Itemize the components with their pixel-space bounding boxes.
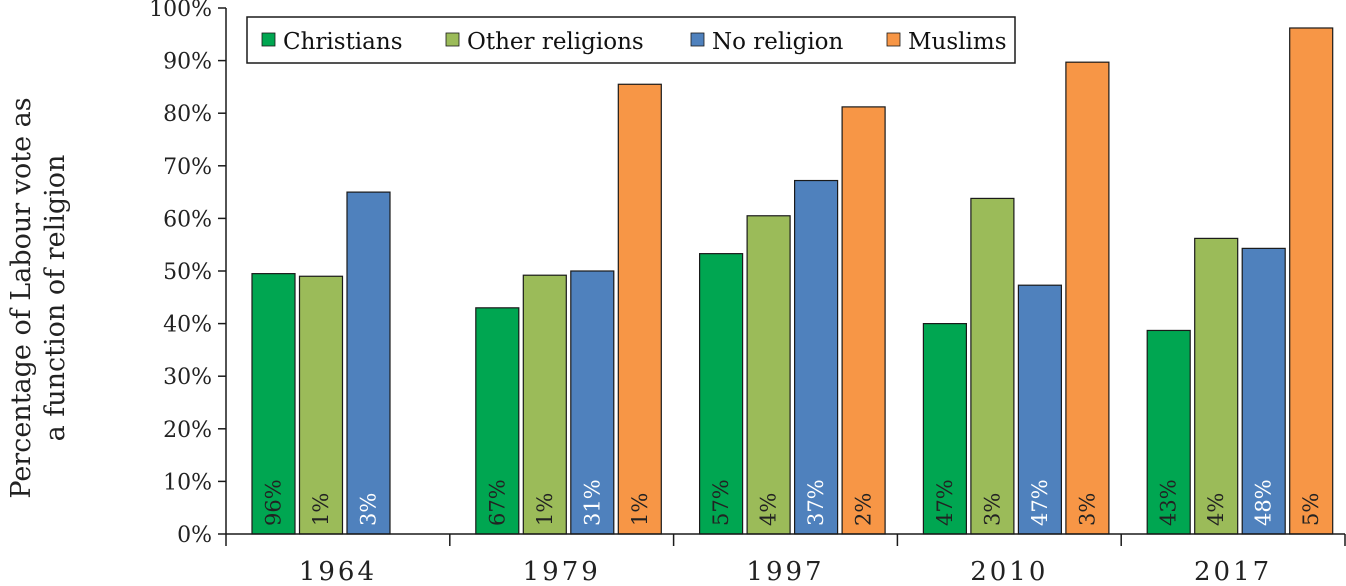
x-tick-label: 2017 xyxy=(1194,557,1272,586)
bar-muslims-2017 xyxy=(1289,27,1334,535)
bar-share-label: 3% xyxy=(1075,493,1099,526)
bar-share-label: 4% xyxy=(1204,493,1228,526)
bar-christians-2010 xyxy=(922,323,968,535)
bar-share-label: 37% xyxy=(804,479,828,526)
y-tick-label: 30% xyxy=(163,365,212,390)
bar-no-religion-1979 xyxy=(570,270,615,535)
bar-share-label: 2% xyxy=(852,493,876,526)
legend-label-other-religions: Other religions xyxy=(467,29,644,55)
x-tick-label: 2010 xyxy=(970,557,1048,586)
bar-share-label: 1% xyxy=(309,493,333,526)
bar-no-religion-1997 xyxy=(793,179,839,535)
x-axis-ticks: 1964 1979 1997 2010 2017 xyxy=(225,534,1346,586)
legend-swatch-no-religion xyxy=(690,32,705,47)
legend-label-christians: Christians xyxy=(283,29,403,55)
y-tick-label: 40% xyxy=(163,313,212,338)
bar-christians-1979 xyxy=(475,307,520,535)
bar-no-religion-2017 xyxy=(1241,247,1286,535)
bar-share-label: 1% xyxy=(533,493,557,526)
y-tick-label: 50% xyxy=(163,260,212,285)
bar-christians-1997 xyxy=(698,253,744,535)
bar-other-religions-1964 xyxy=(298,275,344,535)
bar-share-label: 4% xyxy=(757,493,781,526)
bar-share-label: 3% xyxy=(357,493,381,526)
bar-no-religion-1964 xyxy=(346,191,391,535)
legend-label-no-religion: No religion xyxy=(712,29,844,55)
y-tick-label: 20% xyxy=(163,418,212,443)
bar-christians-2017 xyxy=(1146,329,1191,535)
bars: 96% 67% 57% 47% 43% 1% 1% 4% 3% 4% 3% 31% 37% 47% 48% 1… xyxy=(251,27,1334,535)
legend-label-muslims: Muslims xyxy=(908,29,1007,55)
legend: Christians Other religions No religion Musl… xyxy=(246,16,1016,64)
axes xyxy=(225,8,1345,535)
x-tick-label: 1979 xyxy=(523,557,601,586)
x-tick-label: 1964 xyxy=(299,557,377,586)
bar-share-label: 43% xyxy=(1157,479,1181,526)
bar-share-label: 3% xyxy=(980,493,1004,526)
bar-share-label: 67% xyxy=(485,479,509,526)
legend-swatch-muslims xyxy=(886,32,901,47)
bar-share-label: 57% xyxy=(709,479,733,526)
bar-share-label: 47% xyxy=(933,479,957,526)
y-axis-title: Percentage of Labour vote as a function … xyxy=(6,97,71,498)
bar-no-religion-2010 xyxy=(1017,284,1063,535)
bar-share-label: 31% xyxy=(580,479,604,526)
bar-share-label: 96% xyxy=(262,479,286,526)
bar-christians-1964 xyxy=(251,273,296,535)
bar-muslims-1997 xyxy=(841,106,886,535)
y-tick-label: 10% xyxy=(163,470,212,495)
bar-share-label: 48% xyxy=(1252,479,1276,526)
y-axis-title-line-1: Percentage of Labour vote as xyxy=(6,97,37,498)
bar-share-label: 5% xyxy=(1299,493,1323,526)
bar-share-label: 47% xyxy=(1028,479,1052,526)
y-axis-ticks: 0% 10% 20% 30% 40% 50% 60% 70% 80% 90% 100% xyxy=(149,0,226,548)
bar-other-religions-1997 xyxy=(746,215,791,535)
bar-other-religions-2017 xyxy=(1194,237,1239,535)
bar-share-label: 1% xyxy=(628,493,652,526)
bar-muslims-2010 xyxy=(1065,61,1110,535)
y-tick-label: 80% xyxy=(163,102,212,127)
y-tick-label: 0% xyxy=(177,523,212,548)
bar-other-religions-1979 xyxy=(522,274,567,535)
legend-swatch-christians xyxy=(261,32,276,47)
bar-other-religions-2010 xyxy=(970,197,1015,535)
y-axis-title-line-2: a function of religion xyxy=(40,155,71,442)
y-tick-label: 60% xyxy=(163,207,212,232)
y-tick-label: 90% xyxy=(163,50,212,75)
bar-muslims-1979 xyxy=(617,83,662,535)
y-tick-label: 100% xyxy=(149,0,212,22)
legend-swatch-other-religions xyxy=(445,32,460,47)
x-tick-label: 1997 xyxy=(746,557,824,586)
y-tick-label: 70% xyxy=(163,155,212,180)
